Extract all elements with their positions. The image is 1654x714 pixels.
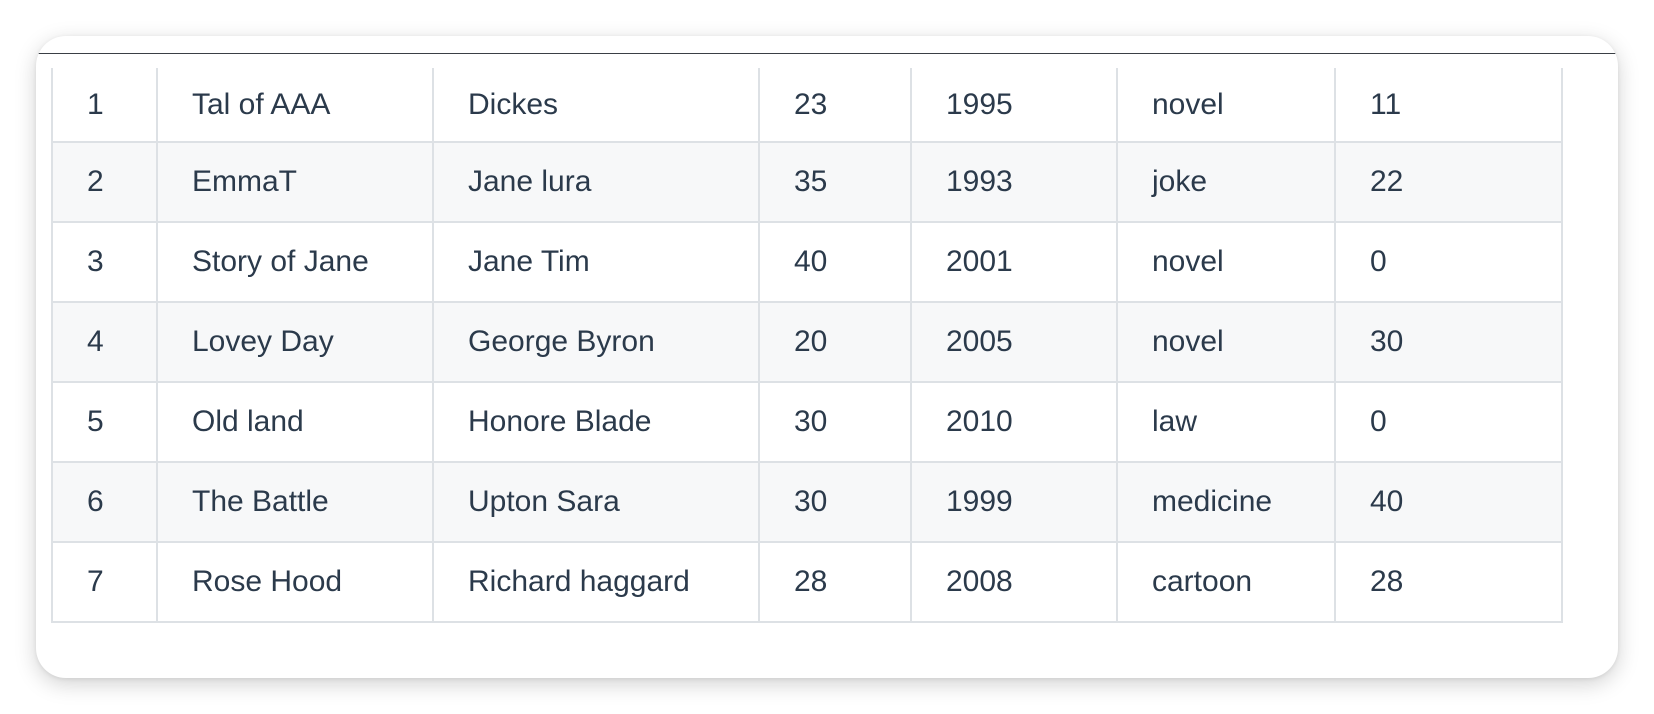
cell-price: 30 (758, 381, 912, 463)
cell-title: Rose Hood (156, 541, 434, 623)
table-window: 1 Tal of AAA Dickes 23 1995 novel 11 2 E… (36, 36, 1618, 678)
cell-author: Upton Sara (432, 461, 760, 543)
cell-year: 2010 (910, 381, 1118, 463)
cell-id: 2 (51, 141, 158, 223)
cell-category: novel (1116, 301, 1336, 383)
cell-author: Jane Tim (432, 221, 760, 303)
cell-category: joke (1116, 141, 1336, 223)
cell-price: 35 (758, 141, 912, 223)
cell-year: 2005 (910, 301, 1118, 383)
cell-year: 1999 (910, 461, 1118, 543)
cell-price: 20 (758, 301, 912, 383)
cell-title: Story of Jane (156, 221, 434, 303)
table-row[interactable]: 7 Rose Hood Richard haggard 28 2008 cart… (51, 541, 1563, 623)
cell-title: Lovey Day (156, 301, 434, 383)
cell-title: Tal of AAA (156, 68, 434, 143)
table-row[interactable]: 6 The Battle Upton Sara 30 1999 medicine… (51, 461, 1563, 543)
cell-id: 1 (51, 68, 158, 143)
cell-title: Old land (156, 381, 434, 463)
cell-count: 28 (1334, 541, 1563, 623)
cell-author: George Byron (432, 301, 760, 383)
cell-count: 0 (1334, 221, 1563, 303)
cell-title: EmmaT (156, 141, 434, 223)
cell-category: medicine (1116, 461, 1336, 543)
cell-count: 11 (1334, 68, 1563, 143)
cell-id: 5 (51, 381, 158, 463)
cell-count: 30 (1334, 301, 1563, 383)
cell-year: 2008 (910, 541, 1118, 623)
cell-price: 40 (758, 221, 912, 303)
table-row[interactable]: 4 Lovey Day George Byron 20 2005 novel 3… (51, 301, 1563, 383)
cell-category: cartoon (1116, 541, 1336, 623)
cell-author: Jane lura (432, 141, 760, 223)
cell-category: law (1116, 381, 1336, 463)
cell-year: 2001 (910, 221, 1118, 303)
cell-year: 1993 (910, 141, 1118, 223)
cell-title: The Battle (156, 461, 434, 543)
table-body: 1 Tal of AAA Dickes 23 1995 novel 11 2 E… (51, 68, 1563, 623)
cell-author: Richard haggard (432, 541, 760, 623)
cell-category: novel (1116, 221, 1336, 303)
cell-count: 22 (1334, 141, 1563, 223)
cell-price: 30 (758, 461, 912, 543)
cell-author: Dickes (432, 68, 760, 143)
cell-id: 6 (51, 461, 158, 543)
cell-count: 40 (1334, 461, 1563, 543)
cell-author: Honore Blade (432, 381, 760, 463)
cell-id: 3 (51, 221, 158, 303)
books-table: 1 Tal of AAA Dickes 23 1995 novel 11 2 E… (51, 68, 1563, 623)
cell-id: 7 (51, 541, 158, 623)
cell-id: 4 (51, 301, 158, 383)
header-divider (36, 53, 1618, 54)
cell-category: novel (1116, 68, 1336, 143)
table-row[interactable]: 3 Story of Jane Jane Tim 40 2001 novel 0 (51, 221, 1563, 303)
cell-count: 0 (1334, 381, 1563, 463)
cell-year: 1995 (910, 68, 1118, 143)
table-row[interactable]: 2 EmmaT Jane lura 35 1993 joke 22 (51, 141, 1563, 223)
cell-price: 28 (758, 541, 912, 623)
table-row[interactable]: 5 Old land Honore Blade 30 2010 law 0 (51, 381, 1563, 463)
table-row[interactable]: 1 Tal of AAA Dickes 23 1995 novel 11 (51, 68, 1563, 143)
cell-price: 23 (758, 68, 912, 143)
